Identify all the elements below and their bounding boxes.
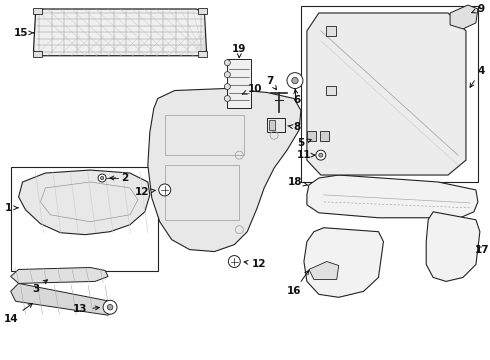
- Circle shape: [319, 153, 323, 157]
- Circle shape: [316, 150, 326, 160]
- Circle shape: [224, 84, 230, 90]
- Circle shape: [228, 256, 240, 267]
- Polygon shape: [307, 175, 478, 218]
- Bar: [165, 115, 245, 155]
- Circle shape: [159, 184, 171, 196]
- Text: 19: 19: [232, 44, 246, 58]
- Text: 8: 8: [288, 122, 300, 132]
- Text: 16: 16: [287, 271, 309, 296]
- Bar: [11, 167, 158, 271]
- Bar: [197, 51, 207, 57]
- Text: 12: 12: [244, 258, 267, 269]
- Circle shape: [224, 72, 230, 78]
- Circle shape: [287, 73, 303, 89]
- Text: 11: 11: [296, 150, 315, 160]
- Text: 10: 10: [243, 84, 263, 94]
- Text: 6: 6: [294, 90, 300, 105]
- Bar: [320, 131, 329, 141]
- Text: 3: 3: [32, 280, 48, 294]
- Polygon shape: [11, 283, 115, 315]
- Bar: [197, 8, 207, 14]
- Circle shape: [224, 95, 230, 102]
- Bar: [227, 59, 251, 108]
- Circle shape: [103, 300, 117, 314]
- Polygon shape: [148, 89, 301, 252]
- Circle shape: [107, 305, 113, 310]
- Bar: [326, 26, 336, 36]
- Text: 1: 1: [5, 203, 18, 213]
- Text: 17: 17: [474, 244, 489, 255]
- Circle shape: [292, 77, 298, 84]
- Bar: [301, 6, 478, 182]
- Circle shape: [98, 174, 106, 182]
- Text: 13: 13: [73, 304, 99, 314]
- Text: 4: 4: [470, 66, 485, 87]
- Text: 9: 9: [472, 4, 485, 14]
- Bar: [267, 118, 285, 132]
- Polygon shape: [33, 9, 206, 56]
- Circle shape: [100, 176, 104, 180]
- Bar: [32, 8, 43, 14]
- Text: 2: 2: [110, 173, 128, 183]
- Bar: [32, 51, 43, 57]
- Bar: [307, 131, 316, 141]
- Polygon shape: [426, 212, 480, 282]
- Text: 7: 7: [267, 76, 276, 90]
- Text: 12: 12: [135, 187, 155, 197]
- Polygon shape: [450, 5, 478, 29]
- Text: 15: 15: [13, 28, 33, 38]
- Text: 18: 18: [288, 177, 308, 187]
- Bar: [269, 120, 275, 130]
- Polygon shape: [11, 267, 108, 283]
- Text: 14: 14: [3, 303, 32, 324]
- Polygon shape: [304, 228, 384, 297]
- Polygon shape: [19, 170, 150, 235]
- Text: 5: 5: [297, 138, 311, 148]
- Polygon shape: [307, 13, 466, 175]
- Bar: [326, 86, 336, 95]
- Bar: [165, 165, 239, 220]
- Polygon shape: [309, 261, 339, 279]
- Circle shape: [224, 60, 230, 66]
